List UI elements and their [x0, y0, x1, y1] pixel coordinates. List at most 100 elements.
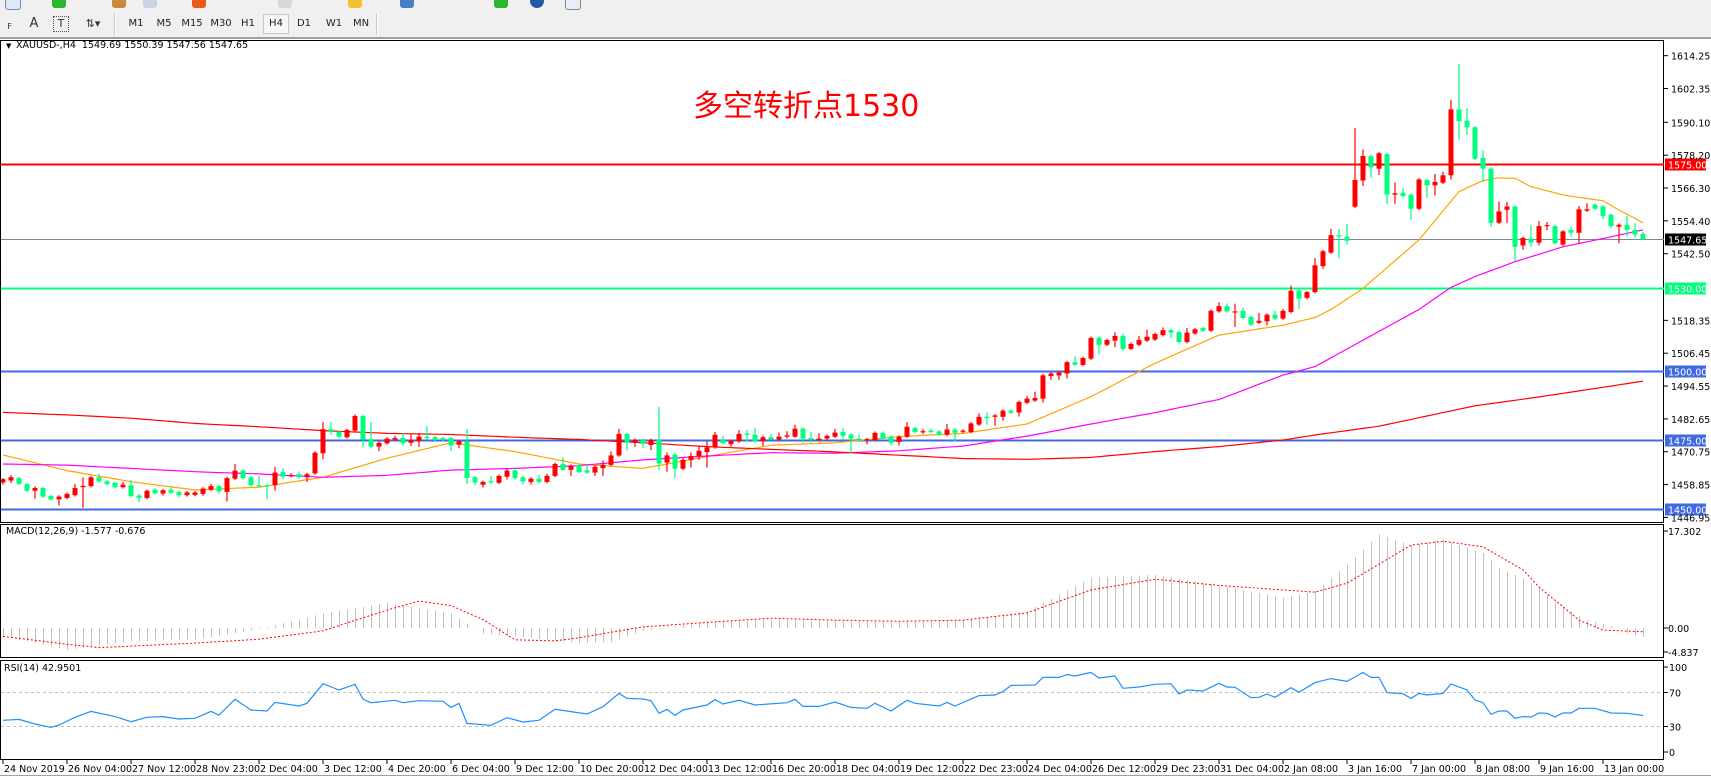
- candle-body: [1608, 214, 1614, 227]
- timeframe-m1-button[interactable]: M1: [128, 18, 144, 29]
- candle-body: [960, 430, 966, 432]
- candle-body: [1488, 168, 1494, 223]
- candle: [1560, 230, 1566, 246]
- candle-body: [1056, 372, 1062, 376]
- time-axis-label: 8 Jan 08:00: [1476, 764, 1530, 775]
- candle: [464, 428, 470, 485]
- candle: [1368, 154, 1374, 178]
- add-icon[interactable]: [494, 0, 508, 8]
- new-order-icon[interactable]: [52, 0, 66, 8]
- candle: [536, 475, 542, 484]
- candle-body: [280, 472, 286, 477]
- time-axis-label: 4 Dec 20:00: [388, 764, 446, 775]
- autotrading-icon[interactable]: [192, 0, 206, 8]
- candle: [688, 452, 694, 468]
- candle: [696, 445, 702, 460]
- candle-body: [1008, 410, 1014, 413]
- timeframe-m5-button[interactable]: M5: [156, 18, 172, 29]
- candle: [64, 492, 70, 500]
- candle: [1352, 128, 1358, 209]
- timeframe-d1-button[interactable]: D1: [296, 18, 312, 29]
- level-price-label: 1450.00: [1668, 506, 1707, 517]
- candle: [48, 494, 54, 501]
- candle-body: [464, 441, 470, 479]
- candle: [896, 435, 902, 446]
- candle-body: [376, 442, 382, 447]
- candle: [872, 431, 878, 442]
- chart-window-icon[interactable]: [143, 0, 157, 8]
- crosshair-icon[interactable]: [278, 0, 292, 8]
- candle: [400, 433, 406, 446]
- candle: [544, 473, 550, 484]
- price-axis-label: 1566.30: [1671, 184, 1710, 195]
- timeframe-m30-button[interactable]: M30: [210, 18, 232, 29]
- expert-icon[interactable]: [112, 0, 126, 8]
- candle: [160, 488, 166, 496]
- candle-body: [1160, 330, 1166, 336]
- candle: [1248, 315, 1254, 327]
- candle: [552, 462, 558, 478]
- templates-icon[interactable]: [400, 0, 414, 8]
- candle-body: [864, 439, 870, 441]
- candle: [1144, 329, 1150, 343]
- text-label-tool-icon[interactable]: T: [53, 16, 69, 32]
- level-price-badge: [1665, 503, 1706, 516]
- time-axis-label: 28 Nov 23:00: [196, 764, 260, 775]
- candle: [928, 428, 934, 434]
- candle: [912, 426, 918, 434]
- candle-body: [1072, 362, 1078, 365]
- candle: [856, 434, 862, 442]
- candle-body: [1016, 401, 1022, 413]
- candle: [920, 428, 926, 434]
- text-tool-icon[interactable]: A: [29, 16, 39, 31]
- candle: [592, 465, 598, 476]
- candle: [384, 437, 390, 445]
- chart-annotation[interactable]: 多空转折点1530: [693, 89, 919, 124]
- zoom-in-icon[interactable]: [5, 0, 21, 10]
- candle-body: [1472, 127, 1478, 159]
- timeframe-mn-button[interactable]: MN: [352, 18, 370, 29]
- candle-body: [96, 477, 102, 482]
- zoom-out-icon[interactable]: [348, 0, 362, 8]
- candle: [520, 475, 526, 485]
- candle: [712, 431, 718, 449]
- timeframe-h1-button[interactable]: H1: [241, 18, 255, 29]
- candle: [232, 464, 238, 481]
- candle: [1128, 342, 1134, 351]
- candle: [728, 439, 734, 447]
- price-axis-label: 1446.95: [1671, 513, 1710, 524]
- candle-body: [1512, 206, 1518, 247]
- candle-body: [1256, 320, 1262, 323]
- candle-body: [1152, 334, 1158, 340]
- candle: [568, 464, 574, 476]
- history-icon[interactable]: [565, 0, 581, 10]
- candle-body: [144, 490, 150, 498]
- candle-body: [872, 432, 878, 440]
- candle-body: [1248, 316, 1254, 325]
- chart-background: [0, 39, 1711, 783]
- options-icon[interactable]: [530, 0, 544, 8]
- collapse-triangle-icon[interactable]: ▼: [6, 42, 12, 50]
- candle: [952, 428, 958, 442]
- arrows-tool-dropdown[interactable]: ⇅▾: [80, 15, 106, 33]
- timeframe-m15-button[interactable]: M15: [181, 18, 203, 29]
- candle: [1568, 226, 1574, 237]
- level-price-badge: [1665, 158, 1706, 171]
- axes: 1614.25 1602.35 1590.10 1578.20 1566.30 1554.…: [2, 52, 1710, 775]
- candle: [1008, 409, 1014, 415]
- candle: [440, 436, 446, 442]
- main-chart-header: XAUUSD-,H4 1549.69 1550.39 1547.56 1547.…: [16, 40, 248, 51]
- candle: [104, 480, 110, 486]
- candle-body: [408, 440, 414, 443]
- timeframe-h4-button[interactable]: H4: [263, 14, 289, 34]
- macd-axis-label: -4.837: [1668, 648, 1699, 659]
- candle: [1536, 221, 1542, 246]
- candle: [1160, 327, 1166, 337]
- candle: [1208, 309, 1214, 333]
- fibonacci-tool-icon[interactable]: F: [7, 22, 12, 31]
- price-axis-label: 1494.55: [1671, 382, 1710, 393]
- timeframe-w1-button[interactable]: W1: [325, 18, 343, 29]
- level-price-label: 1475.00: [1668, 437, 1707, 448]
- candle: [1080, 356, 1086, 367]
